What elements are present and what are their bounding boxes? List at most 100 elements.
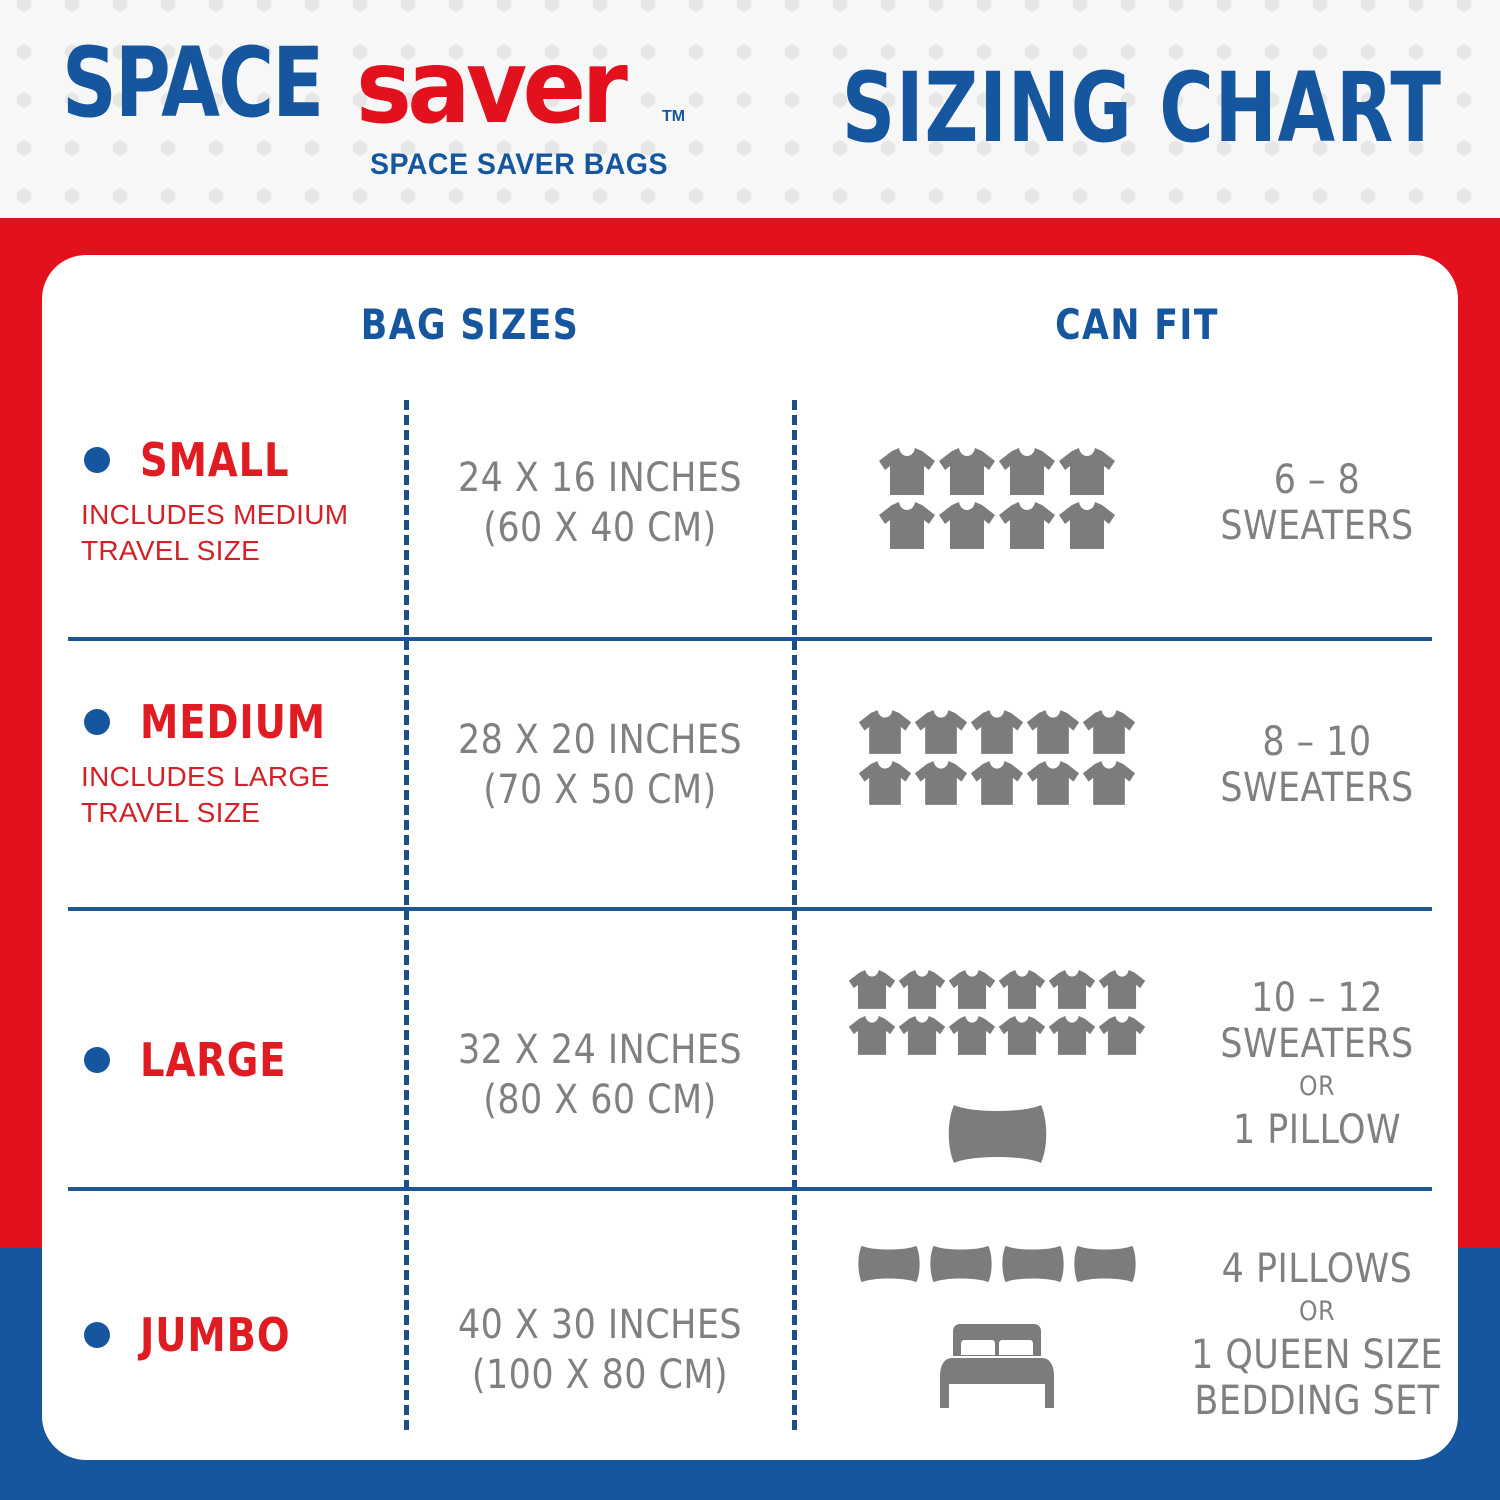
pillow-icon — [1072, 1240, 1138, 1288]
can-fit-line: BEDDING SET — [1194, 1378, 1440, 1424]
sweater-icon — [848, 967, 896, 1011]
sweater-icon — [878, 499, 936, 551]
sweater-icon — [948, 1013, 996, 1057]
sweater-icon-row — [802, 967, 1192, 1011]
can-fit-line: 1 QUEEN SIZE — [1191, 1332, 1443, 1378]
sweater-icon — [998, 967, 1046, 1011]
can-fit-or: OR — [1299, 1071, 1335, 1102]
sweater-icon — [898, 1013, 946, 1057]
sweater-icon — [858, 707, 912, 756]
bag-size-name: SMALL — [140, 433, 290, 487]
sweater-icon — [914, 707, 968, 756]
vertical-divider-1 — [404, 400, 409, 1430]
chart-card: BAG SIZES CAN FIT SMALL INCLUDES MEDIUM … — [42, 255, 1458, 1460]
can-fit-or: OR — [1299, 1296, 1335, 1327]
logo-tagline: SPACE SAVER BAGS — [370, 148, 668, 181]
can-fit-line: 10 – 12 — [1251, 975, 1383, 1021]
sweater-icon — [878, 445, 936, 497]
can-fit-line: SWEATERS — [1220, 765, 1414, 811]
sweater-icon — [970, 758, 1024, 807]
bag-size-name: MEDIUM — [140, 695, 327, 749]
can-fit-line: 6 – 8 — [1273, 457, 1361, 503]
sweater-icon — [948, 967, 996, 1011]
pillow-icon — [856, 1240, 922, 1288]
can-fit-line: 1 PILLOW — [1233, 1107, 1401, 1153]
pillow-icon — [928, 1240, 994, 1288]
sweater-icon-row — [802, 499, 1192, 551]
row-divider-2 — [68, 907, 1432, 911]
logo-space-text: SPACE — [62, 27, 324, 139]
pillow-icon — [945, 1099, 1050, 1169]
bag-dimensions: 32 X 24 INCHES (80 X 60 CM) — [457, 1027, 743, 1123]
page-title: SIZING CHART — [841, 52, 1442, 164]
sweater-icon — [1098, 967, 1146, 1011]
sweater-icon — [858, 758, 912, 807]
sweater-icon — [970, 707, 1024, 756]
can-fit-icons — [802, 707, 1192, 807]
table-row: JUMBO 40 X 30 INCHES (100 X 80 CM) 4 PIL… — [42, 1220, 1458, 1460]
sweater-icon — [998, 1013, 1046, 1057]
can-fit-text: 8 – 10 SWEATERS — [1186, 719, 1448, 811]
bag-dimensions: 40 X 30 INCHES (100 X 80 CM) — [457, 1302, 743, 1398]
bed-icon — [938, 1318, 1056, 1410]
sweater-icon-row — [802, 758, 1192, 807]
column-header-can-fit: CAN FIT — [1055, 300, 1219, 349]
bullet-dot-icon — [84, 1322, 110, 1348]
can-fit-line: 4 PILLOWS — [1221, 1246, 1413, 1292]
logo-saver-text: saver — [355, 28, 628, 147]
sweater-icon — [898, 967, 946, 1011]
sweater-icon — [1058, 445, 1116, 497]
pillow-icon-row — [802, 1099, 1192, 1169]
table-row: LARGE 32 X 24 INCHES (80 X 60 CM) — [42, 945, 1458, 1185]
table-row: MEDIUM INCLUDES LARGE TRAVEL SIZE 28 X 2… — [42, 667, 1458, 897]
page-header: SPACE saver TM SPACE SAVER BAGS SIZING CH… — [0, 0, 1500, 218]
bag-size-name: JUMBO — [140, 1308, 291, 1362]
sweater-icon — [1026, 758, 1080, 807]
sweater-icon — [998, 499, 1056, 551]
sweater-icon — [998, 445, 1056, 497]
sweater-icon — [1048, 1013, 1096, 1057]
pillow-icon-row — [802, 1240, 1192, 1288]
sweater-icon-row — [802, 707, 1192, 756]
bullet-dot-icon — [84, 447, 110, 473]
bullet-dot-icon — [84, 1047, 110, 1073]
can-fit-text: 6 – 8 SWEATERS — [1186, 457, 1448, 549]
row-divider-3 — [68, 1187, 1432, 1191]
table-row: SMALL INCLUDES MEDIUM TRAVEL SIZE 24 X 1… — [42, 405, 1458, 635]
sweater-icon-row — [802, 1013, 1192, 1057]
bag-dimensions: 24 X 16 INCHES (60 X 40 CM) — [457, 455, 743, 551]
bag-size-name: LARGE — [140, 1033, 287, 1087]
pillow-icon — [1000, 1240, 1066, 1288]
sweater-icon — [938, 499, 996, 551]
brand-logo: SPACE saver TM SPACE SAVER BAGS — [62, 30, 702, 190]
logo-trademark-icon: TM — [662, 108, 686, 125]
bed-icon-row — [802, 1318, 1192, 1410]
column-header-bag-sizes: BAG SIZES — [360, 300, 580, 349]
column-header-row: BAG SIZES CAN FIT — [42, 300, 1458, 360]
sweater-icon-row — [802, 445, 1192, 497]
sweater-icon — [1048, 967, 1096, 1011]
can-fit-icons — [802, 445, 1192, 551]
bag-size-subtitle: INCLUDES MEDIUM TRAVEL SIZE — [81, 499, 349, 566]
row-divider-1 — [68, 637, 1432, 641]
bag-size-subtitle: INCLUDES LARGE TRAVEL SIZE — [81, 761, 330, 828]
can-fit-text: 10 – 12 SWEATERS OR 1 PILLOW — [1186, 975, 1448, 1153]
can-fit-line: SWEATERS — [1220, 503, 1414, 549]
can-fit-text: 4 PILLOWS OR 1 QUEEN SIZE BEDDING SET — [1186, 1246, 1448, 1424]
vertical-divider-2 — [792, 400, 797, 1430]
bullet-dot-icon — [84, 709, 110, 735]
bag-dimensions: 28 X 20 INCHES (70 X 50 CM) — [457, 717, 743, 813]
sweater-icon — [1058, 499, 1116, 551]
can-fit-line: SWEATERS — [1220, 1021, 1414, 1067]
sweater-icon — [914, 758, 968, 807]
can-fit-icons — [802, 967, 1192, 1169]
sweater-icon — [848, 1013, 896, 1057]
sweater-icon — [1082, 758, 1136, 807]
sweater-icon — [1098, 1013, 1146, 1057]
sweater-icon — [1026, 707, 1080, 756]
can-fit-icons — [802, 1240, 1192, 1410]
sweater-icon — [1082, 707, 1136, 756]
can-fit-line: 8 – 10 — [1262, 719, 1372, 765]
sweater-icon — [938, 445, 996, 497]
